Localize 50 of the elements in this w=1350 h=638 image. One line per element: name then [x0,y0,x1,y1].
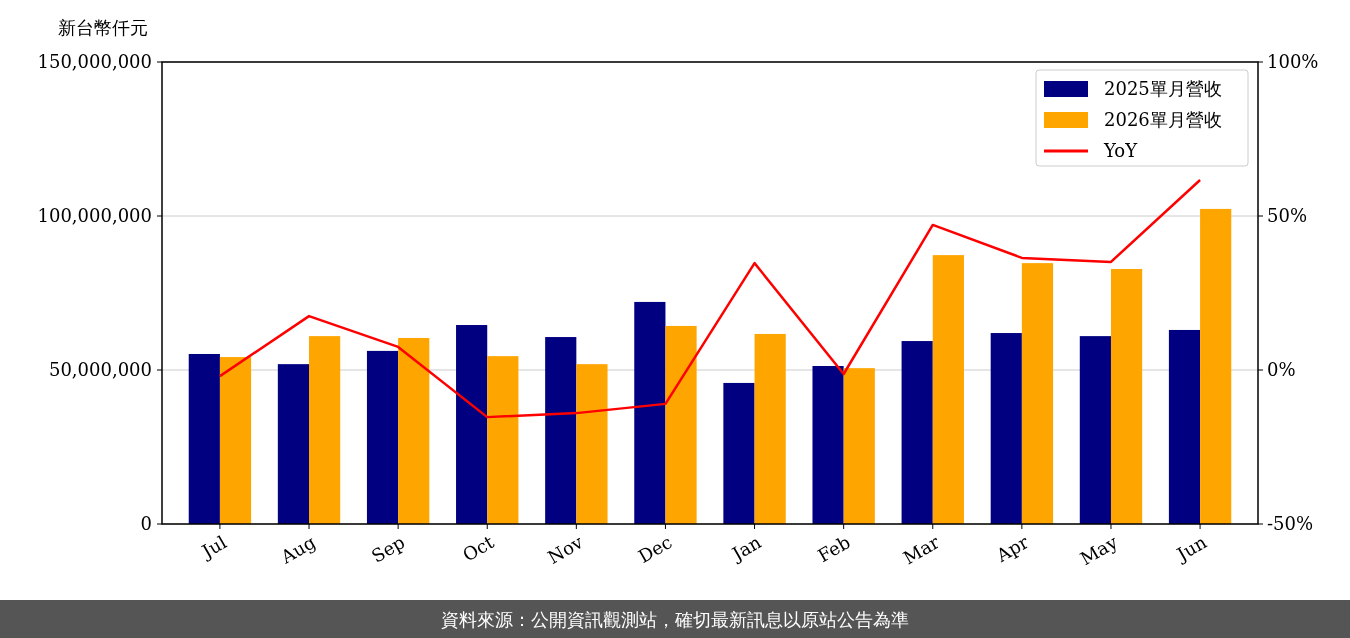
bar [366,350,399,524]
x-tick-label: Oct [458,530,498,566]
bar [545,337,577,524]
x-tick-label: Dec [634,531,676,568]
bar [277,364,310,524]
legend-label: 2026單月營收 [1104,109,1222,131]
y2-tick-label: 0% [1267,359,1296,381]
y2-tick-label: 50% [1267,205,1308,227]
line-series [218,178,1202,419]
x-tick-label: Jan [726,531,765,566]
bar [188,353,220,524]
bar [1021,263,1054,524]
x-tick-label: May [1076,530,1122,570]
y2-tick-label: -50% [1267,513,1314,535]
y-tick-label: 150,000,000 [37,51,152,73]
x-tick-label: Jun [1171,531,1211,566]
source-note: 資料來源：公開資訊觀測站，確切最新訊息以原站公告為準 [441,609,909,631]
y-tick-label: 50,000,000 [48,359,152,381]
bar [812,366,844,524]
legend-label: 2025單月營收 [1104,78,1222,100]
bar [1200,208,1232,524]
bar [665,325,697,524]
x-tick-label: Jul [196,531,231,563]
y-tick-label: 0 [140,513,152,535]
bar [576,364,608,524]
y-axis-title: 新台幣仟元 [58,17,148,38]
bar [754,333,786,524]
bar [487,356,519,524]
x-tick-label: Aug [276,531,320,569]
x-tick-label: Apr [991,531,1033,567]
bar [1110,268,1143,524]
bar [932,255,964,524]
legend-label: YoY [1103,140,1139,162]
bar [990,333,1022,524]
bar [901,341,933,524]
x-tick-label: Mar [899,531,944,569]
bar [456,325,488,524]
x-tick-label: Sep [367,531,409,567]
y-tick-label: 100,000,000 [37,205,152,227]
bar [723,382,755,524]
bar [634,301,666,524]
x-tick-label: Nov [544,530,588,568]
bar [219,357,252,524]
bar [1168,329,1201,524]
bar [398,337,430,524]
bar [843,368,875,524]
x-tick-label: Feb [813,531,854,567]
bar [309,336,341,524]
bar [1079,336,1111,524]
y2-tick-label: 100% [1267,51,1319,73]
